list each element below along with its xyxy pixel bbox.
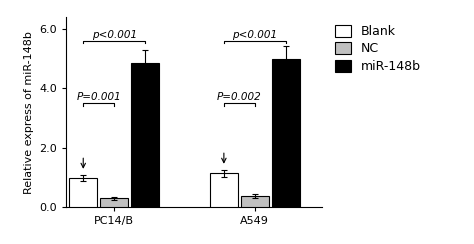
Y-axis label: Relative express of miR-148b: Relative express of miR-148b [24,31,34,194]
Bar [241,196,269,207]
Bar [69,178,98,207]
Text: P=0.002: P=0.002 [217,92,262,102]
Bar [131,63,159,207]
Bar [272,59,300,207]
Text: p<0.001: p<0.001 [232,30,277,40]
Bar [100,198,128,207]
Text: P=0.001: P=0.001 [76,92,121,102]
Bar [210,173,238,207]
Text: p<0.001: p<0.001 [91,30,137,40]
Legend: Blank, NC, miR-148b: Blank, NC, miR-148b [334,23,422,74]
